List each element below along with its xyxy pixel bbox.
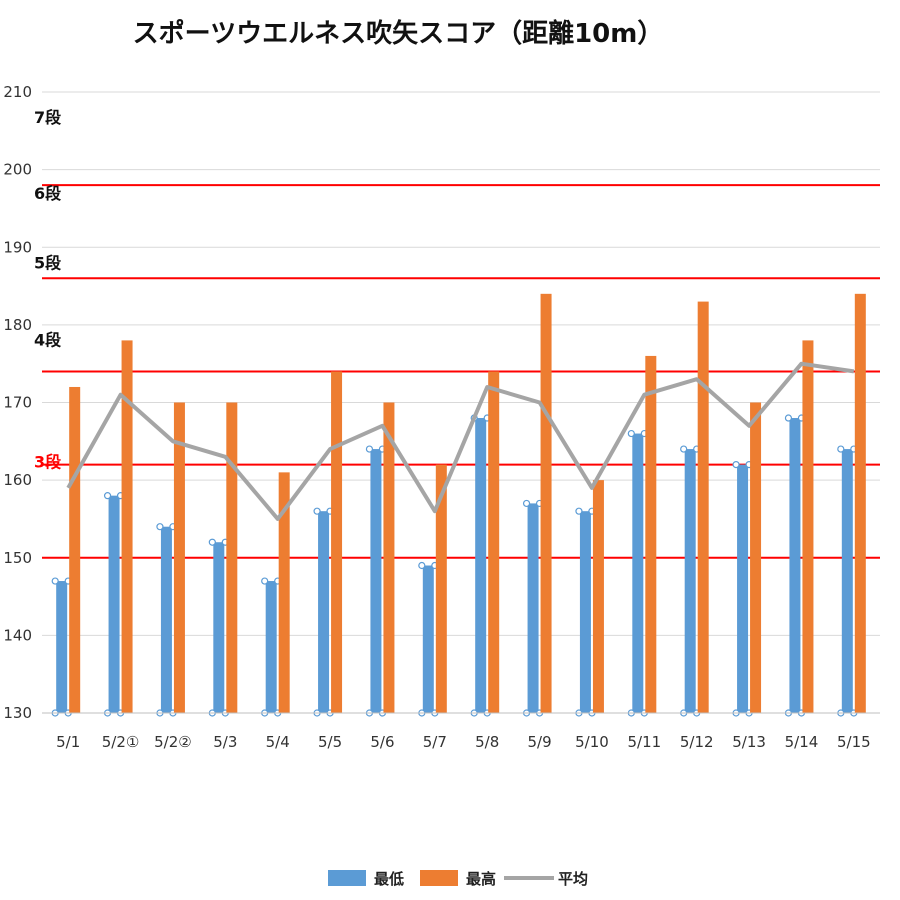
x-tick-label: 5/15 [837,733,871,751]
bar-max [383,402,395,713]
bar-marker [313,507,321,515]
bar-min [789,418,801,713]
bar-max [226,402,238,713]
bar-marker [784,414,793,422]
x-tick-label: 5/11 [627,733,661,751]
bar-marker [156,523,164,531]
bar-min [422,565,434,713]
dan-label: 7段 [34,108,62,127]
bar-marker [418,561,426,570]
x-tick-label: 5/10 [575,733,609,751]
y-tick-label: 140 [3,626,32,644]
bar-marker [208,538,216,546]
bar-max [331,371,343,713]
x-tick-label: 5/3 [213,733,237,751]
bar-min [737,464,749,713]
dan-label: 4段 [34,330,62,349]
bar-max [173,402,185,713]
bar-marker [732,461,740,469]
x-tick-label: 5/6 [370,733,394,751]
bar-marker [365,445,374,453]
bar-max [435,464,447,713]
x-tick-label: 5/5 [318,733,342,751]
bar-min [265,581,277,713]
bar-max [592,480,604,713]
x-tick-label: 5/9 [527,733,551,751]
legend-label: 最低 [374,870,404,888]
y-tick-label: 200 [3,161,32,179]
x-tick-label: 5/8 [475,733,499,751]
legend-label: 平均 [558,870,588,888]
average-line [66,361,855,521]
legend: 最低 最高 平均 [328,870,588,888]
bar-min [684,449,696,713]
bar-max [697,301,709,713]
bar-min [318,511,330,713]
bar-marker [837,445,845,453]
x-tick-label: 5/1 [56,733,80,751]
x-tick-label: 5/2② [154,733,192,751]
y-tick-label: 180 [3,316,32,334]
bar-min [632,433,644,713]
bar-min [108,495,120,713]
chart-title: スポーツウエルネス吹矢スコア（距離10m） [133,18,664,49]
bar-min [841,449,853,713]
bar-max [69,386,81,713]
bar-max [278,472,290,713]
bar-min [56,581,68,713]
bars [51,293,866,717]
bar-marker [680,445,688,453]
y-tick-label: 130 [3,704,32,722]
x-tick-label: 5/12 [680,733,714,751]
bar-min [579,511,591,713]
y-tick-label: 210 [3,83,32,101]
dan-label: 5段 [34,253,62,272]
x-tick-label: 5/7 [423,733,447,751]
bar-max [750,402,762,713]
x-tick-label: 5/14 [785,733,819,751]
bar-min [527,503,539,713]
bar-marker [261,577,269,585]
bar-max [802,340,814,713]
x-tick-label: 5/2① [102,733,140,751]
bar-min [475,418,487,713]
y-tick-label: 150 [3,549,32,567]
dan-label: 6段 [34,184,62,203]
axes: 130 140 150 160 170 180 190 200 210 5/1 5/2① 5/2② 5/… [3,83,880,751]
y-tick-label: 160 [3,471,32,489]
legend-swatch [328,870,366,886]
average-line-layer [66,361,855,521]
bar-min [213,542,225,713]
bar-marker [627,429,635,438]
y-tick-label: 170 [3,394,32,412]
bar-min [370,449,382,713]
bar-max [645,355,657,713]
bar-max [121,340,133,713]
x-tick-label: 5/4 [266,733,290,751]
bar-max [540,293,552,713]
bar-max [854,293,866,713]
bar-max [488,371,500,713]
dan-label: 3段 [34,453,62,472]
legend-label: 最高 [466,870,496,888]
bar-marker [103,492,112,500]
bar-marker [575,507,583,515]
legend-swatch [420,870,458,886]
bar-marker [522,499,531,508]
y-tick-label: 190 [3,238,32,256]
x-tick-label: 5/13 [732,733,766,751]
bar-min [160,526,172,713]
bar-marker [51,577,59,585]
